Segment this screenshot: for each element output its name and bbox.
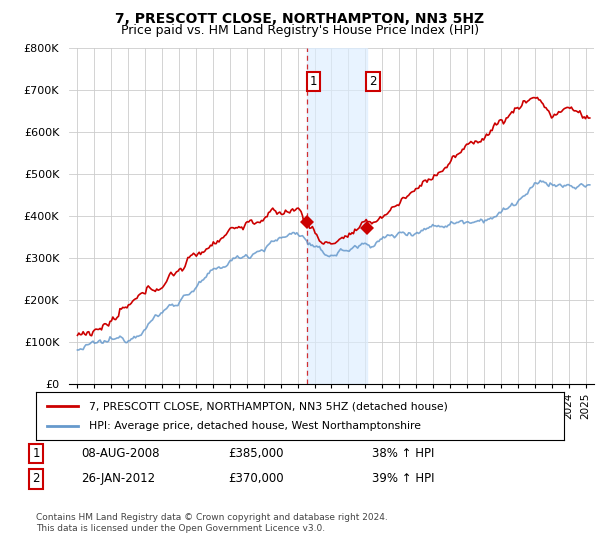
Text: HPI: Average price, detached house, West Northamptonshire: HPI: Average price, detached house, West… — [89, 421, 421, 431]
Text: 38% ↑ HPI: 38% ↑ HPI — [372, 447, 434, 460]
Text: 2: 2 — [32, 472, 40, 486]
Text: 2: 2 — [369, 74, 377, 88]
Text: This data is licensed under the Open Government Licence v3.0.: This data is licensed under the Open Gov… — [36, 524, 325, 533]
Text: 26-JAN-2012: 26-JAN-2012 — [81, 472, 155, 486]
Text: 1: 1 — [310, 74, 317, 88]
Text: 08-AUG-2008: 08-AUG-2008 — [81, 447, 160, 460]
Text: £370,000: £370,000 — [228, 472, 284, 486]
Bar — [307, 48, 367, 384]
Text: 7, PRESCOTT CLOSE, NORTHAMPTON, NN3 5HZ: 7, PRESCOTT CLOSE, NORTHAMPTON, NN3 5HZ — [115, 12, 485, 26]
Text: 7, PRESCOTT CLOSE, NORTHAMPTON, NN3 5HZ (detached house): 7, PRESCOTT CLOSE, NORTHAMPTON, NN3 5HZ … — [89, 402, 448, 411]
Text: 1: 1 — [32, 447, 40, 460]
Text: £385,000: £385,000 — [228, 447, 284, 460]
Text: 39% ↑ HPI: 39% ↑ HPI — [372, 472, 434, 486]
Text: Price paid vs. HM Land Registry's House Price Index (HPI): Price paid vs. HM Land Registry's House … — [121, 24, 479, 36]
Text: Contains HM Land Registry data © Crown copyright and database right 2024.: Contains HM Land Registry data © Crown c… — [36, 513, 388, 522]
